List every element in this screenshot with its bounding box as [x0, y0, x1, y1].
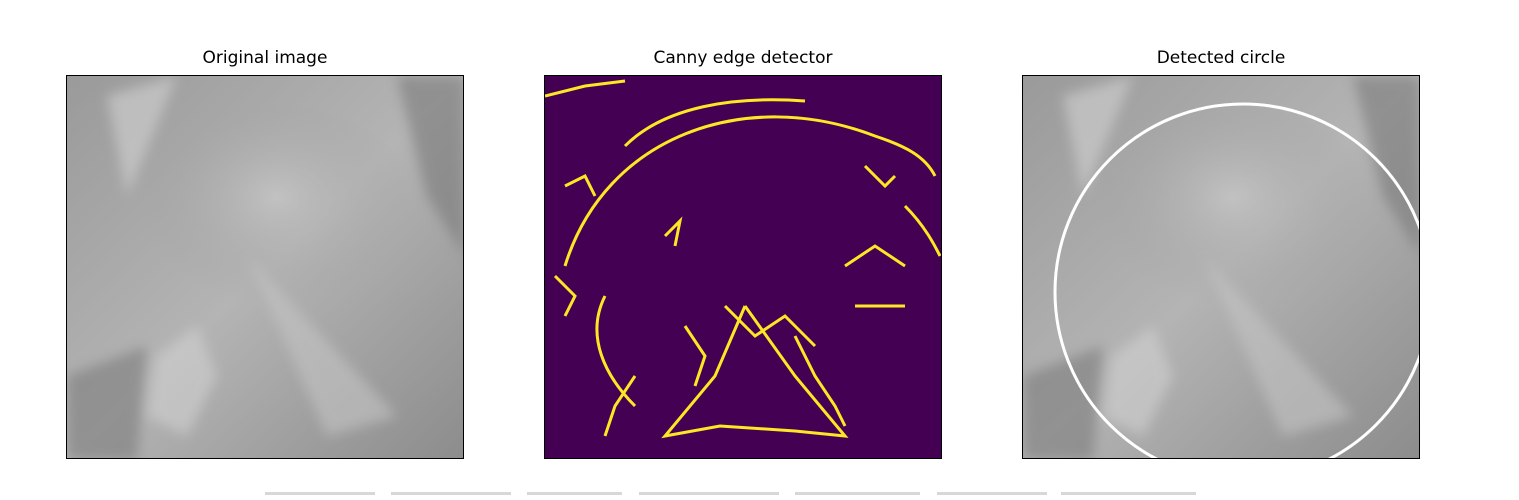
- detected-circle-image: [1023, 76, 1419, 458]
- panel-title-canny: Canny edge detector: [653, 48, 833, 68]
- canny-edge-image: [545, 76, 941, 458]
- detected-circle-panel: [1022, 75, 1420, 459]
- original-xray-image: [67, 76, 463, 458]
- original-image-panel: [66, 75, 464, 459]
- canny-edge-panel: [544, 75, 942, 459]
- panel-title-detected: Detected circle: [1156, 48, 1286, 68]
- bottom-artifact-strip: [265, 492, 1196, 495]
- detected-circle-outline: [1053, 102, 1419, 458]
- panel-title-original: Original image: [202, 48, 328, 68]
